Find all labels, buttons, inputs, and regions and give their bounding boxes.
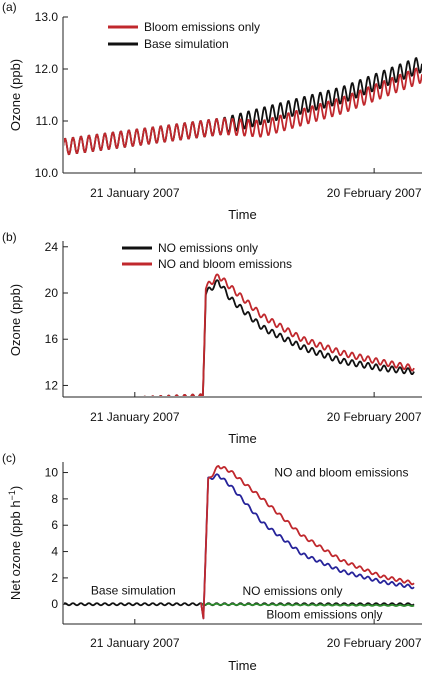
y-tick-label: 12 xyxy=(45,378,59,392)
x-tick-label: 21 January 2007 xyxy=(90,186,180,200)
panel-label: (b) xyxy=(2,230,17,244)
y-tick-label: 6 xyxy=(51,518,58,532)
series-line-bloom-emissions-only xyxy=(200,602,415,607)
x-axis-label: Time xyxy=(228,431,256,446)
x-tick-label: 21 January 2007 xyxy=(90,636,180,650)
x-axis-label: Time xyxy=(228,207,256,222)
y-axis-label-superscript: −1 xyxy=(7,490,17,500)
series-line-base-simulation xyxy=(64,57,422,156)
series-annotation: Bloom emissions only xyxy=(266,608,382,622)
series-annotation: NO and bloom emissions xyxy=(274,465,408,479)
chart-panel-2: (b) 12 16 20 24 21 January 2007 20 February 20… xyxy=(2,230,422,446)
legend-label: NO emissions only xyxy=(158,241,258,255)
y-tick-label: 0 xyxy=(51,597,58,611)
y-tick-label: 4 xyxy=(51,545,58,559)
chart-panel-1: (a) 10.0 11.0 12.0 13.0 21 January 2007 20 Feb… xyxy=(2,0,422,222)
legend-label: NO and bloom emissions xyxy=(158,257,292,271)
legend-label: Bloom emissions only xyxy=(144,20,260,34)
x-axis-label: Time xyxy=(228,658,256,673)
x-tick-label: 20 February 2007 xyxy=(327,636,422,650)
series-line-no-emissions-only xyxy=(143,279,415,396)
legend-label: Base simulation xyxy=(144,37,229,51)
series-line-no-and-bloom-emissions xyxy=(143,273,415,396)
x-tick-label: 21 January 2007 xyxy=(90,410,180,424)
y-tick-label: 10 xyxy=(45,466,59,480)
y-tick-label: 24 xyxy=(45,240,59,254)
series-line-no-emissions-only xyxy=(200,473,415,620)
y-tick-label: 2 xyxy=(51,571,58,585)
panel-label: (c) xyxy=(2,451,16,465)
y-tick-label: 8 xyxy=(51,492,58,506)
y-tick-label: 20 xyxy=(45,286,59,300)
x-tick-label: 20 February 2007 xyxy=(327,186,422,200)
chart-panel-3: (c) 0 2 4 6 8 10 21 January 2007 20 February 200… xyxy=(2,451,422,673)
y-axis-label: Ozone (ppb) xyxy=(8,59,23,131)
y-axis-label: Ozone (ppb) xyxy=(8,284,23,356)
series-annotation: Base simulation xyxy=(91,583,176,597)
series-line-bloom-emissions-only xyxy=(64,67,422,156)
y-axis-label: Net ozone (ppb h−1) xyxy=(7,486,23,600)
x-tick-label: 20 February 2007 xyxy=(327,410,422,424)
panel-label: (a) xyxy=(2,0,17,14)
y-axis-label-close: ) xyxy=(8,486,23,490)
series-annotation: NO emissions only xyxy=(243,584,343,598)
y-tick-label: 11.0 xyxy=(36,114,59,128)
y-tick-label: 12.0 xyxy=(35,62,59,76)
y-tick-label: 13.0 xyxy=(35,10,59,24)
y-tick-label: 10.0 xyxy=(35,166,59,180)
y-tick-label: 16 xyxy=(45,332,59,346)
series-line-no-and-bloom-emissions xyxy=(200,465,415,620)
